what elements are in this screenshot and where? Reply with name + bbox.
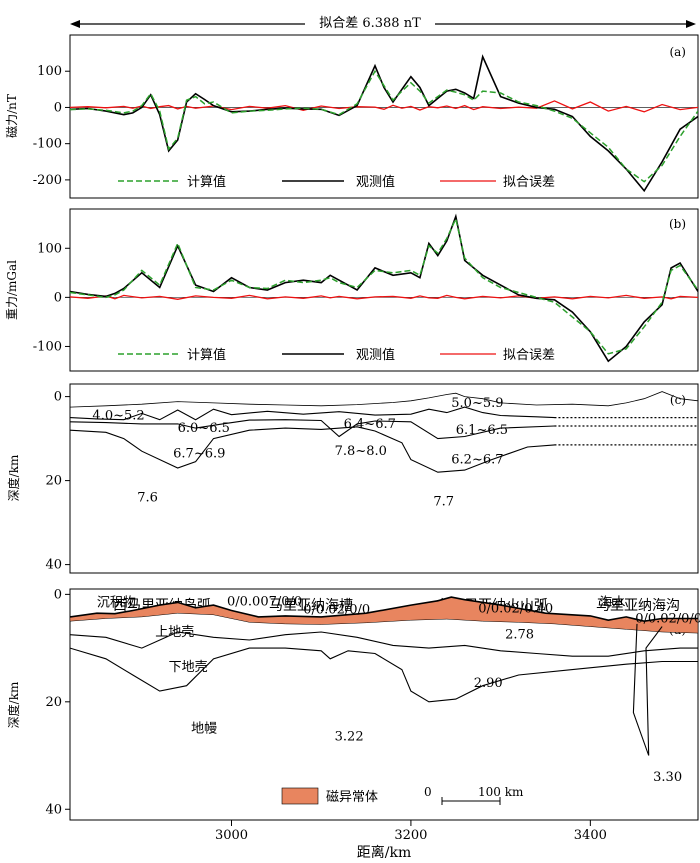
c-seafloor <box>70 391 698 408</box>
x-tick-label: 3000 <box>215 828 248 843</box>
legend-a-calc: 计算值 <box>187 174 226 190</box>
c-velocity-labels: 4.0~5.2 6.0~6.5 6.7~6.9 7.6 6.4~6.7 7.8~8.0 5.… <box>92 396 508 510</box>
panel-b-frame <box>69 208 699 372</box>
scale-bar <box>441 797 501 805</box>
c-label: 5.0~5.9 <box>451 396 503 411</box>
ylabel-a: 磁力/nT <box>4 94 19 138</box>
y-tick-label: 40 <box>45 802 62 817</box>
c-label: 4.0~5.2 <box>92 409 144 424</box>
series-b-calculated <box>70 216 698 355</box>
panel-a-frame <box>69 34 699 199</box>
y-tick-label: 100 <box>37 241 62 256</box>
c-label: 6.1~6.5 <box>456 423 508 438</box>
y-tick-label: 20 <box>45 474 62 489</box>
x-tick-label: 3400 <box>574 828 607 843</box>
y-tick-label: 0 <box>54 100 62 115</box>
d-seafloor <box>70 596 698 623</box>
d-label: 上地壳 <box>155 625 194 640</box>
legend-a: 计算值 观测值 拟合误差 <box>118 174 555 190</box>
fit-text: 拟合差 6.388 nT <box>319 16 421 31</box>
d-label: 海水 <box>599 595 625 610</box>
d-label: 地幔 <box>191 722 217 737</box>
c-layer1-base <box>70 406 555 421</box>
c-label: 7.7 <box>433 495 454 510</box>
region-trough: 马里亚纳海槽 <box>269 598 353 614</box>
panel-label-c: (c) <box>670 393 686 407</box>
d-label: 2.90 <box>474 676 503 691</box>
panel-label-a: (a) <box>669 45 686 59</box>
y-tick-label: 40 <box>45 558 62 573</box>
series-a-observed <box>70 54 698 193</box>
series-a-calculated <box>70 69 698 183</box>
panel-c-frame <box>69 383 699 574</box>
d-moho <box>70 647 698 703</box>
c-label: 6.7~6.9 <box>173 446 225 461</box>
d-label: 0/0.02/0/0 <box>303 602 370 617</box>
d-label: 下地壳 <box>169 660 208 675</box>
d-label: 沉积物 <box>97 595 136 610</box>
y-tick-label: -100 <box>33 137 62 152</box>
panel-d-frame <box>69 588 699 821</box>
y-tick-label: 0 <box>54 390 62 405</box>
d-label: 0/0.02/0.40 <box>478 601 553 616</box>
ylabel-b: 重力/mGal <box>5 260 19 320</box>
series-a-error <box>70 100 698 113</box>
x-tick-label: 3200 <box>394 828 427 843</box>
d-density-labels: 沉积物 0/0.007/0/00/0.02/0/0 0/0.02/0.40 海水0/0… <box>97 594 700 785</box>
legend-b-obs: 观测值 <box>356 347 395 363</box>
y-tick-label: -200 <box>33 173 62 188</box>
legend-magnetic-swatch <box>281 787 319 805</box>
d-label: 2.78 <box>505 628 534 643</box>
x-axis: 3000 3200 3400 <box>215 820 607 843</box>
legend-a-err: 拟合误差 <box>503 175 555 190</box>
y-tick-label: 20 <box>45 695 62 710</box>
legend-a-obs: 观测值 <box>356 174 395 190</box>
region-trench: 马里亚纳海沟 <box>596 598 680 614</box>
legend-b: 计算值 观测值 拟合误差 <box>118 347 555 363</box>
d-upper-lower-crust <box>70 631 698 657</box>
legend-magnetic-text: 磁异常体 <box>326 790 378 805</box>
legend-b-calc: 计算值 <box>187 347 226 363</box>
c-label: 7.6 <box>137 490 158 505</box>
panel-label-b: (b) <box>669 217 686 231</box>
d-label: 0/0.02/0/0 <box>635 612 700 627</box>
c-moho <box>70 426 555 473</box>
y-tick-label: 0 <box>54 587 62 602</box>
scale-zero: 0 <box>424 785 432 799</box>
c-label: 6.2~6.7 <box>451 453 503 468</box>
c-label: 6.0~6.5 <box>178 421 230 436</box>
d-label: 3.30 <box>653 770 682 785</box>
series-b-observed <box>70 213 698 363</box>
d-label: 3.22 <box>335 730 364 745</box>
c-label: 6.4~6.7 <box>344 417 396 432</box>
scale-end: 100 km <box>478 785 524 799</box>
x-axis-label: 距离/km <box>357 844 411 861</box>
c-label: 7.8~8.0 <box>335 444 387 459</box>
y-tick-label: -100 <box>33 339 62 354</box>
c-layer2-base <box>70 419 555 440</box>
d-label: 0/0.007/0/0 <box>227 594 302 609</box>
axis-ticks: 100 0 -100 -200 100 0 -100 0 20 40 0 20 40 <box>33 64 70 817</box>
legend-b-err: 拟合误差 <box>503 348 555 363</box>
series-b-error <box>70 294 698 300</box>
y-tick-label: 0 <box>54 290 62 305</box>
d-subducting-slab <box>632 623 663 756</box>
y-tick-label: 100 <box>37 64 62 79</box>
ylabel-d: 深度/km <box>6 681 21 728</box>
ylabel-c: 深度/km <box>6 454 21 501</box>
